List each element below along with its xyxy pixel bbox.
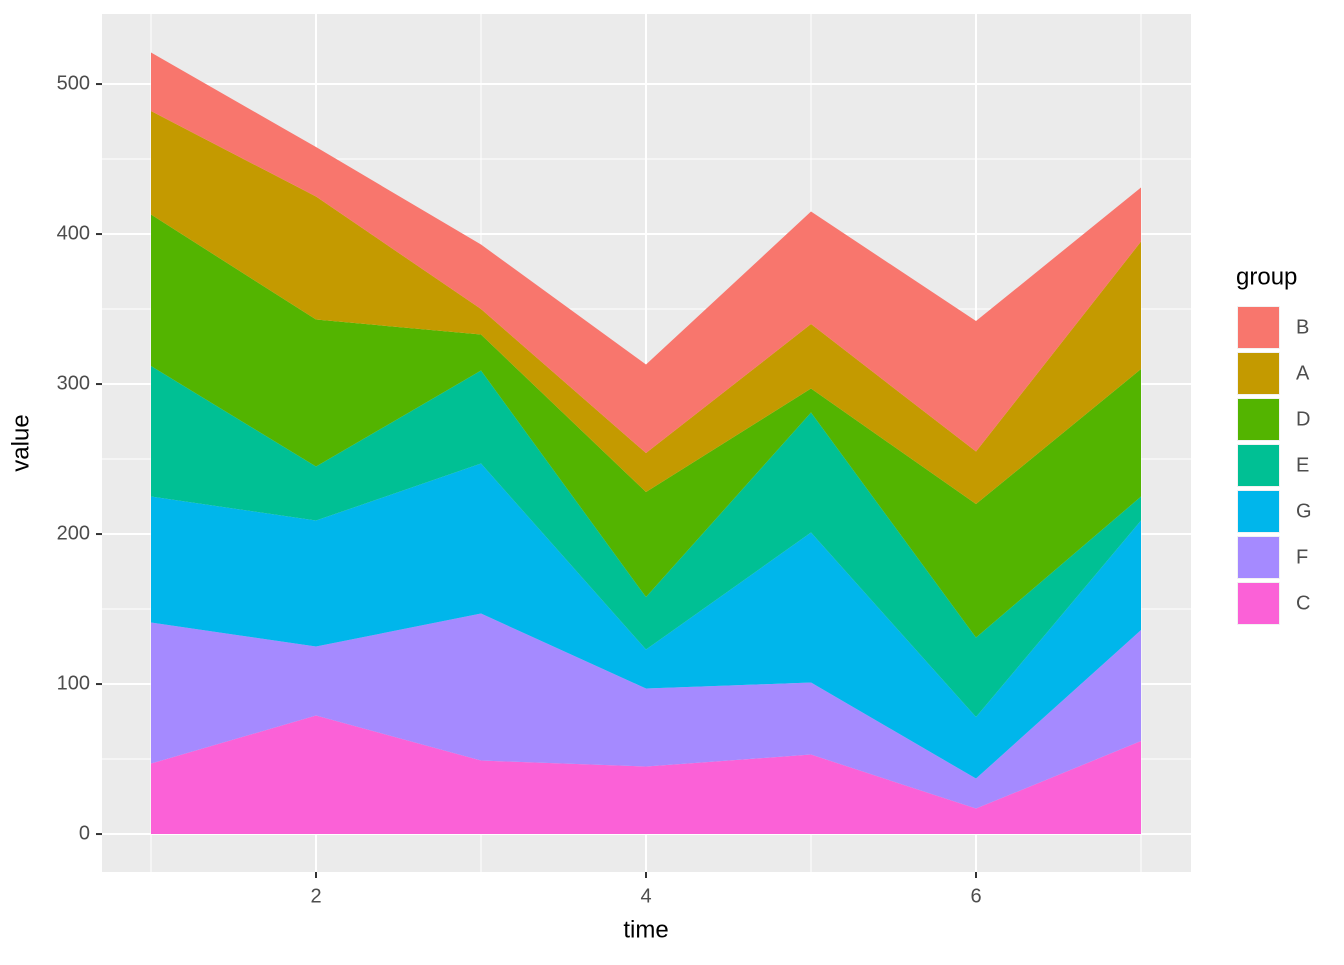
- y-tick-label: 0: [79, 822, 90, 844]
- area: [151, 366, 1142, 718]
- y-axis-title: value: [7, 414, 34, 471]
- legend-swatch: [1238, 445, 1279, 486]
- area: [151, 715, 1142, 835]
- y-tick-label: 500: [57, 72, 90, 94]
- legend-label: E: [1296, 454, 1309, 476]
- legend-swatch: [1238, 353, 1279, 394]
- area: [151, 463, 1142, 779]
- legend-label: F: [1296, 546, 1308, 568]
- legend-label: G: [1296, 500, 1312, 522]
- y-tick-label: 300: [57, 372, 90, 394]
- legend-label: B: [1296, 316, 1309, 338]
- legend-swatch: [1238, 583, 1279, 624]
- y-tick-label: 100: [57, 672, 90, 694]
- legend-label: C: [1296, 592, 1310, 614]
- legend-swatch: [1238, 491, 1279, 532]
- x-tick-label: 4: [640, 885, 651, 907]
- y-tick-label: 400: [57, 222, 90, 244]
- area: [151, 613, 1142, 809]
- y-tick-label: 200: [57, 522, 90, 544]
- legend-swatch: [1238, 537, 1279, 578]
- legend-label: D: [1296, 408, 1310, 430]
- legend-swatch: [1238, 307, 1279, 348]
- x-axis-title: time: [623, 916, 668, 943]
- x-tick-label: 2: [310, 885, 321, 907]
- area: [151, 214, 1142, 638]
- area: [151, 52, 1142, 454]
- legend-swatch: [1238, 399, 1279, 440]
- area: [151, 111, 1142, 505]
- legend-label: A: [1296, 362, 1310, 384]
- x-tick-label: 6: [970, 885, 981, 907]
- legend-title: group: [1236, 263, 1297, 290]
